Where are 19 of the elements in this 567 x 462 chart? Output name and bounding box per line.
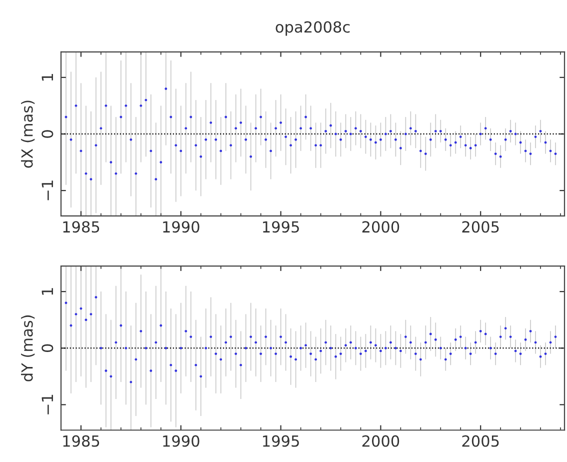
y-tick-label: 0 [42,130,54,138]
chart-title: opa2008c [276,21,350,36]
y-axis-title: dY (mas) [21,315,35,382]
y-tick-label: −1 [42,394,53,414]
x-tick-label: 1990 [163,435,200,447]
x-tick-label: 2000 [362,435,400,447]
x-tick-label: 1985 [63,435,100,447]
x-tick-label: 1995 [263,221,299,233]
y-tick-label: 0 [42,344,54,352]
y-tick-label: −1 [42,180,53,200]
x-tick-label: 2000 [362,221,400,233]
y-tick-label: 1 [42,288,53,295]
x-tick-label: 2005 [462,221,499,233]
x-tick-label: 1990 [163,221,200,233]
x-tick-label: 1995 [263,435,299,447]
y-tick-label: 1 [42,74,53,81]
x-tick-label: 1985 [63,221,100,233]
x-tick-label: 2005 [462,435,499,447]
y-axis-title: dX (mas) [21,100,35,168]
